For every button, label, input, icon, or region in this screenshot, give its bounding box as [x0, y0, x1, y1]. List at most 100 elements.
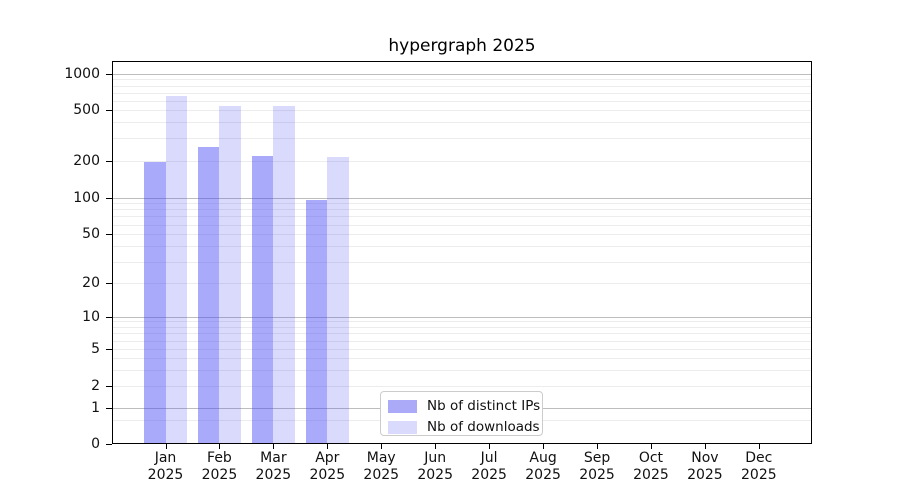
- y-tick-mark: [106, 385, 112, 387]
- y-tick-label: 200: [73, 153, 100, 169]
- gridline: [113, 234, 811, 236]
- y-tick-label: 500: [73, 102, 100, 118]
- x-tick-mark: [327, 444, 329, 449]
- y-tick-mark: [106, 197, 112, 199]
- legend-item-downloads: Nb of downloads: [388, 417, 540, 437]
- x-tick-mark: [165, 444, 167, 449]
- gridline: [113, 283, 811, 285]
- legend-label-downloads: Nb of downloads: [427, 419, 540, 435]
- x-tick-mark: [273, 444, 275, 449]
- gridline: [113, 333, 811, 335]
- legend-label-distinct-ips: Nb of distinct IPs: [427, 398, 541, 414]
- x-tick-month: May: [366, 450, 396, 466]
- x-tick-mark: [650, 444, 652, 449]
- gridline: [113, 122, 811, 124]
- gridline: [113, 100, 811, 102]
- x-tick-month: Jul: [480, 450, 498, 466]
- gridline: [113, 92, 811, 94]
- x-tick-year: 2025: [201, 466, 238, 483]
- x-tick-mark: [758, 444, 760, 449]
- y-tick-mark: [106, 110, 112, 111]
- legend: Nb of distinct IPs Nb of downloads: [380, 391, 543, 436]
- x-tick-year: 2025: [147, 466, 184, 483]
- bar-downloads-jan: [165, 95, 187, 443]
- x-tick-year: 2025: [363, 466, 400, 483]
- x-tick-label-may: May 2025: [346, 450, 416, 483]
- bar-distinct-ips-jan: [144, 162, 166, 443]
- gridline: [113, 261, 811, 263]
- y-tick-mark: [106, 349, 112, 351]
- gridline: [113, 197, 811, 199]
- gridline: [113, 203, 811, 205]
- x-tick-year: 2025: [633, 466, 669, 483]
- gridline: [113, 110, 811, 111]
- x-tick-year: 2025: [309, 466, 346, 483]
- y-tick-label: 20: [82, 275, 100, 292]
- y-tick-label: 1000: [64, 66, 100, 82]
- gridline: [113, 246, 811, 248]
- x-tick-year: 2025: [417, 466, 453, 483]
- y-tick-mark: [106, 407, 112, 409]
- x-tick-label-mar: Mar 2025: [238, 450, 308, 483]
- x-tick-month: Jan: [154, 450, 177, 466]
- gridline: [113, 321, 811, 323]
- x-tick-month: Nov: [691, 450, 719, 466]
- x-tick-mark: [489, 444, 491, 449]
- gridline: [113, 138, 811, 140]
- y-tick-mark: [106, 161, 112, 162]
- y-tick-mark: [106, 74, 112, 75]
- x-tick-month: Dec: [745, 450, 773, 466]
- x-tick-label-dec: Dec 2025: [724, 450, 794, 483]
- y-tick-mark: [106, 283, 112, 285]
- bar-downloads-feb: [219, 106, 241, 443]
- x-tick-label-nov: Nov 2025: [670, 450, 740, 483]
- x-tick-month: Apr: [315, 450, 340, 466]
- bar-downloads-apr: [327, 156, 349, 443]
- gridline: [113, 79, 811, 81]
- y-tick-mark: [106, 443, 112, 445]
- gridline: [113, 74, 811, 75]
- y-tick-label: 5: [91, 341, 100, 358]
- x-tick-label-jun: Jun 2025: [400, 450, 470, 483]
- legend-swatch-distinct-ips-icon: [388, 399, 417, 413]
- gridline: [113, 369, 811, 371]
- gridline: [113, 224, 811, 226]
- x-tick-label-sep: Sep 2025: [562, 450, 632, 483]
- x-tick-mark: [381, 444, 383, 449]
- plot-area: [112, 61, 812, 444]
- x-tick-label-feb: Feb 2025: [184, 450, 254, 483]
- x-tick-label-jul: Jul 2025: [454, 450, 524, 483]
- gridline: [113, 349, 811, 351]
- x-tick-year: 2025: [579, 466, 615, 483]
- gridline: [113, 358, 811, 360]
- y-tick-label: 2: [91, 377, 100, 394]
- x-tick-year: 2025: [255, 466, 292, 483]
- gridline: [113, 85, 811, 87]
- x-tick-month: Sep: [583, 450, 611, 466]
- y-tick-label: 50: [82, 226, 100, 243]
- bar-distinct-ips-feb: [197, 147, 220, 443]
- y-tick-mark: [106, 234, 112, 236]
- x-tick-month: Oct: [638, 450, 664, 466]
- gridline: [113, 209, 811, 211]
- x-tick-mark: [219, 444, 221, 449]
- x-tick-mark: [597, 444, 599, 449]
- x-tick-label-aug: Aug 2025: [508, 450, 578, 483]
- x-tick-label-jan: Jan 2025: [131, 450, 201, 483]
- x-tick-year: 2025: [687, 466, 723, 483]
- y-tick-label: 1: [91, 399, 100, 416]
- gridline: [113, 316, 811, 318]
- x-tick-label-apr: Apr 2025: [292, 450, 362, 483]
- x-tick-mark: [435, 444, 437, 449]
- x-tick-year: 2025: [741, 466, 777, 483]
- bar-distinct-ips-mar: [251, 155, 274, 443]
- gridline: [113, 340, 811, 342]
- gridline: [113, 161, 811, 162]
- gridline: [113, 327, 811, 329]
- y-tick-label: 100: [73, 189, 100, 206]
- y-tick-label: 0: [91, 435, 100, 452]
- x-tick-month: Feb: [207, 450, 232, 466]
- bar-downloads-mar: [273, 106, 295, 443]
- x-tick-month: Jun: [424, 450, 447, 466]
- y-tick-mark: [106, 316, 112, 318]
